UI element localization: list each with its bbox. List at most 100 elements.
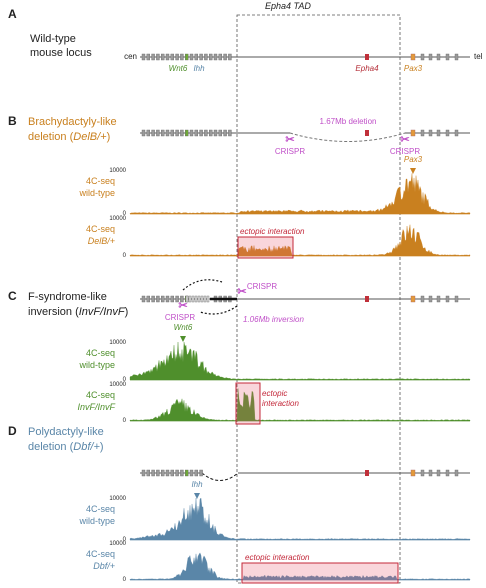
track-assay: 4C-seq [86,390,115,400]
gene-box [184,129,189,137]
gene-box [160,53,165,61]
gene-box [445,295,450,303]
gene-box [454,129,459,137]
signal-track [129,173,471,215]
gene-box [204,129,208,137]
track-sample: wild-type [78,188,115,198]
gene-box [170,129,175,137]
gene-box [141,469,146,477]
panel-title: inversion (InvF/InvF) [28,306,128,318]
gene-box [170,469,175,477]
gene-box [436,53,441,61]
track-assay: 4C-seq [86,348,115,358]
signal-track [129,341,471,381]
title-part: deletion ( [28,441,74,453]
ectopic-box [235,382,261,425]
event-label: 1.67Mb deletion [320,117,377,126]
gene-label: Epha4 [355,64,379,73]
gene-box [410,129,416,137]
track-sample: wild-type [78,516,115,526]
crispr-scissors: ✂ [178,300,187,312]
crispr-scissors: ✂ [400,134,409,146]
title-part: ) [125,306,129,318]
ectopic-box [241,562,399,584]
crispr-label: CRISPR [165,313,195,322]
gene-box [365,130,369,136]
gene-box [156,469,160,477]
signal-track [129,552,471,581]
gene-box [208,53,213,61]
deletion-arc [289,132,406,142]
gene-box [141,53,146,61]
track-ymin: 0 [123,253,127,259]
gene-box [194,469,199,477]
gene-box [160,469,165,477]
gene-box [180,53,184,61]
gene-box [204,53,208,61]
gene-box [199,53,203,61]
gene-box [146,129,151,137]
gene-box [203,295,207,303]
gene-box [185,295,189,303]
gene-box [194,53,199,61]
title-part: DelB/+ [73,131,107,143]
gene-box [200,295,204,303]
viewpoint-label: Wnt6 [174,323,193,332]
gene-box [365,54,369,60]
track-sample: Dbf/+ [93,561,115,571]
viewpoint-marker [180,336,186,342]
gene-box [428,469,433,477]
gene-box [428,295,433,303]
gene-box [445,53,450,61]
track-ymin: 0 [123,211,127,217]
gene-box [151,469,155,477]
crispr-label: CRISPR [390,147,420,156]
signal-track [129,388,471,422]
gene-box [410,53,416,61]
gene-box [180,295,184,303]
crispr-label: CRISPR [247,282,277,291]
signal-track [129,497,471,541]
deletion-arc [201,472,239,481]
track-assay: 4C-seq [86,224,115,234]
gene-box [180,469,184,477]
gene-box [194,129,199,137]
gene-box [156,295,160,303]
track-ymax: 10000 [109,382,126,388]
gene-box [165,53,170,61]
track-sample: wild-type [78,360,115,370]
title-part: ) [107,131,111,143]
gene-box [146,295,151,303]
gene-box [410,469,416,477]
crispr-scissors: ✂ [285,134,294,146]
gene-box [223,129,227,137]
gene-box [194,295,198,303]
title-part: deletion ( [28,131,74,143]
gene-box [436,129,441,137]
gene-box [410,295,416,303]
gene-box [191,295,195,303]
gene-box [454,53,459,61]
viewpoint-marker [194,493,200,499]
event-label: 1.06Mb inversion [243,315,304,324]
gene-box [445,469,450,477]
gene-box [436,469,441,477]
track-assay: 4C-seq [86,504,115,514]
gene-box [228,129,232,137]
track-ymin: 0 [123,418,127,424]
tad-label: Epha4 TAD [265,1,311,11]
gene-box [175,295,179,303]
gene-box [189,53,194,61]
gene-box [160,295,165,303]
gene-box [151,295,155,303]
cen-label: cen [124,52,137,61]
gene-box [184,469,189,477]
gene-box [189,129,194,137]
track-ymax: 10000 [109,340,126,346]
gene-box [208,129,213,137]
gene-box [151,129,155,137]
gene-box [175,469,179,477]
gene-box [141,129,146,137]
gene-box [180,129,184,137]
